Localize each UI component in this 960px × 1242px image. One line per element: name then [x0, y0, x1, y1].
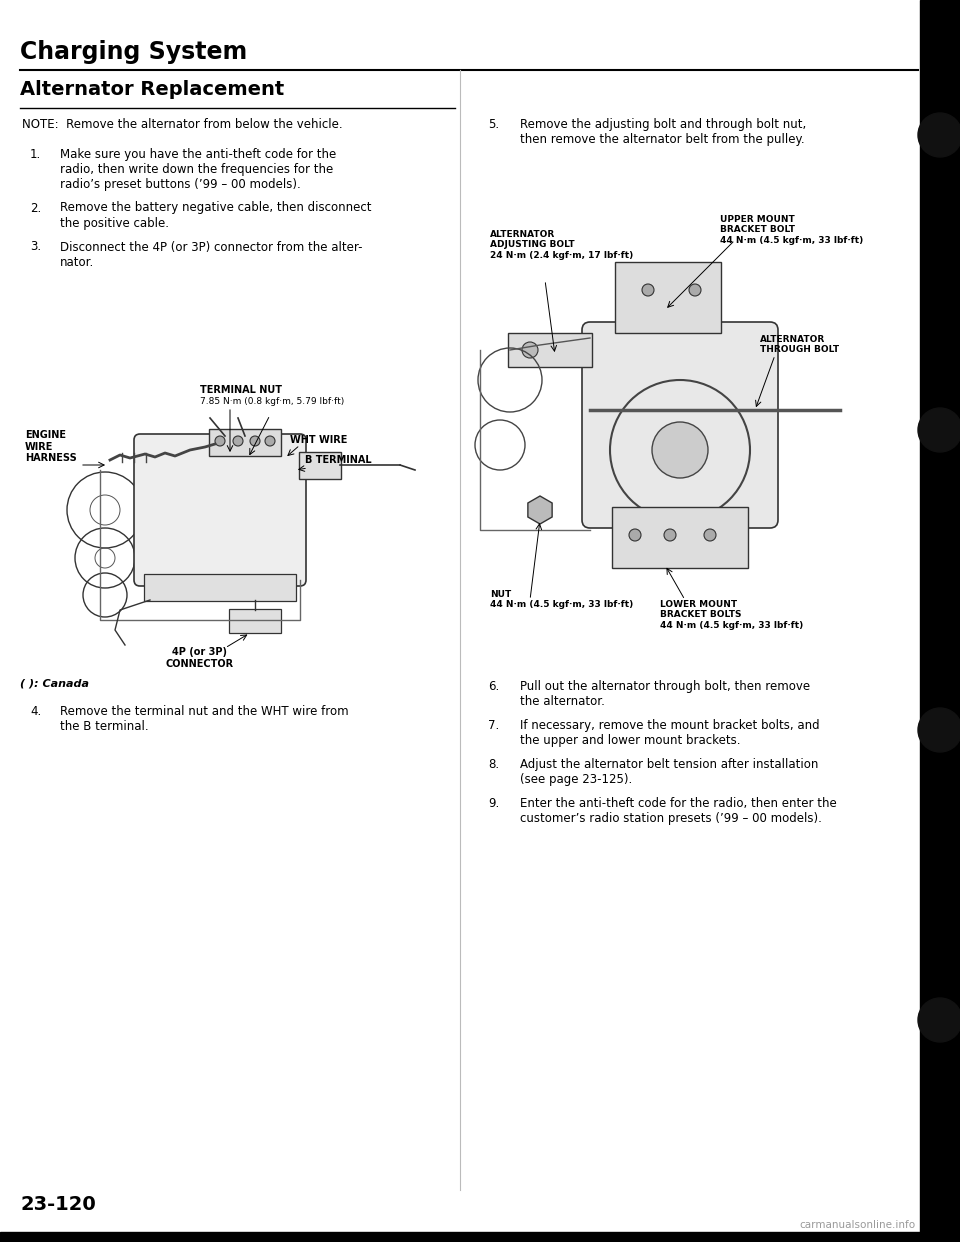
Circle shape [652, 422, 708, 478]
Text: 8.: 8. [488, 758, 499, 771]
FancyBboxPatch shape [144, 574, 296, 601]
Text: 4.: 4. [30, 705, 41, 718]
Text: 2.: 2. [30, 201, 41, 215]
Text: ALTERNATOR
THROUGH BOLT: ALTERNATOR THROUGH BOLT [760, 335, 839, 354]
Text: WHT WIRE: WHT WIRE [290, 435, 348, 445]
Text: carmanualsonline.info: carmanualsonline.info [799, 1220, 915, 1230]
Text: NOTE:  Remove the alternator from below the vehicle.: NOTE: Remove the alternator from below t… [22, 118, 343, 130]
Text: 5.: 5. [488, 118, 499, 130]
FancyBboxPatch shape [612, 507, 748, 568]
Circle shape [918, 409, 960, 452]
Text: 7.85 N·m (0.8 kgf·m, 5.79 lbf·ft): 7.85 N·m (0.8 kgf·m, 5.79 lbf·ft) [200, 397, 345, 406]
Text: Remove the battery negative cable, then disconnect
the positive cable.: Remove the battery negative cable, then … [60, 201, 372, 230]
Text: 23-120: 23-120 [20, 1195, 96, 1213]
Text: ALTERNATOR
ADJUSTING BOLT
24 N·m (2.4 kgf·m, 17 lbf·ft): ALTERNATOR ADJUSTING BOLT 24 N·m (2.4 kg… [490, 230, 634, 260]
Circle shape [522, 342, 538, 358]
Bar [920, 0, 960, 1242]
Text: NUT
44 N·m (4.5 kgf·m, 33 lbf·ft): NUT 44 N·m (4.5 kgf·m, 33 lbf·ft) [490, 590, 634, 610]
Circle shape [704, 529, 716, 542]
FancyBboxPatch shape [508, 333, 592, 366]
Circle shape [918, 708, 960, 751]
Circle shape [250, 436, 260, 446]
Text: ENGINE
WIRE
HARNESS: ENGINE WIRE HARNESS [25, 430, 77, 463]
Text: UPPER MOUNT
BRACKET BOLT
44 N·m (4.5 kgf·m, 33 lbf·ft): UPPER MOUNT BRACKET BOLT 44 N·m (4.5 kgf… [720, 215, 863, 245]
Text: TERMINAL NUT: TERMINAL NUT [200, 385, 282, 395]
Text: Remove the terminal nut and the WHT wire from
the B terminal.: Remove the terminal nut and the WHT wire… [60, 705, 348, 733]
Text: Disconnect the 4P (or 3P) connector from the alter-
nator.: Disconnect the 4P (or 3P) connector from… [60, 241, 363, 268]
Circle shape [664, 529, 676, 542]
Circle shape [629, 529, 641, 542]
Text: 3.: 3. [30, 241, 41, 253]
Circle shape [918, 113, 960, 156]
Text: Pull out the alternator through bolt, then remove
the alternator.: Pull out the alternator through bolt, th… [520, 681, 810, 708]
Text: 6.: 6. [488, 681, 499, 693]
Text: Remove the adjusting bolt and through bolt nut,
then remove the alternator belt : Remove the adjusting bolt and through bo… [520, 118, 806, 147]
Circle shape [642, 284, 654, 296]
FancyBboxPatch shape [615, 262, 721, 333]
FancyBboxPatch shape [582, 322, 778, 528]
Bar [0, 1232, 960, 1242]
Text: 7.: 7. [488, 719, 499, 732]
Text: Adjust the alternator belt tension after installation
(see page 23-125).: Adjust the alternator belt tension after… [520, 758, 818, 786]
Text: 4P (or 3P)
CONNECTOR: 4P (or 3P) CONNECTOR [166, 647, 234, 668]
Text: Make sure you have the anti-theft code for the
radio, then write down the freque: Make sure you have the anti-theft code f… [60, 148, 336, 191]
Text: B TERMINAL: B TERMINAL [305, 455, 372, 465]
Circle shape [233, 436, 243, 446]
Text: Charging System: Charging System [20, 40, 248, 65]
FancyBboxPatch shape [299, 452, 341, 479]
Text: Alternator Replacement: Alternator Replacement [20, 79, 284, 99]
Text: 1.: 1. [30, 148, 41, 161]
FancyBboxPatch shape [229, 609, 281, 633]
FancyBboxPatch shape [209, 428, 281, 456]
Circle shape [918, 999, 960, 1042]
Circle shape [265, 436, 275, 446]
Circle shape [215, 436, 225, 446]
Text: ( ): Canada: ( ): Canada [20, 678, 89, 688]
Text: 9.: 9. [488, 797, 499, 810]
Circle shape [689, 284, 701, 296]
Text: If necessary, remove the mount bracket bolts, and
the upper and lower mount brac: If necessary, remove the mount bracket b… [520, 719, 820, 746]
FancyBboxPatch shape [134, 433, 306, 586]
Text: Enter the anti-theft code for the radio, then enter the
customer’s radio station: Enter the anti-theft code for the radio,… [520, 797, 837, 825]
Text: LOWER MOUNT
BRACKET BOLTS
44 N·m (4.5 kgf·m, 33 lbf·ft): LOWER MOUNT BRACKET BOLTS 44 N·m (4.5 kg… [660, 600, 804, 630]
